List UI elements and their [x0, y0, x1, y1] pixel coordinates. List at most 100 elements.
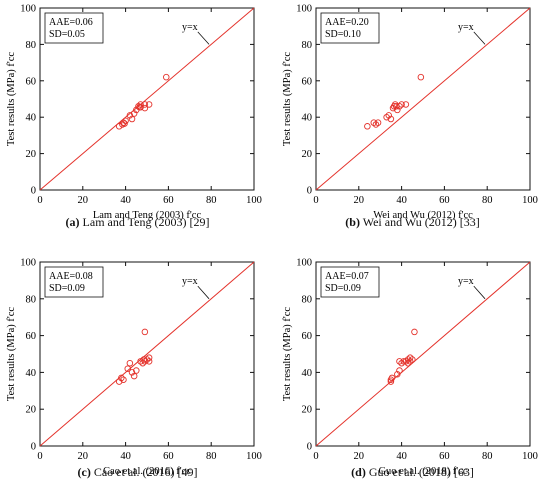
panel-c-caption-text: Cao et al. (2016) [49] — [90, 465, 198, 479]
panel-d-data-point — [387, 378, 395, 385]
chart-panel-b: 0 20 40 60 80 100 0 20 40 60 80 100 y=x AAE=0.20SD=0.… — [282, 4, 538, 222]
panel-d-x-tick-label: 100 — [522, 451, 538, 462]
panel-a-caption: (a) Lam and Teng (2003) [29] — [0, 215, 275, 230]
panel-c-data-point — [133, 367, 140, 374]
panel-b-data-point — [370, 119, 378, 126]
panel-c-data-point — [139, 359, 146, 367]
panel-d-caption: (d) Guo et al. (2018) [63] — [275, 465, 550, 480]
panel-c-x-tick-label: 100 — [246, 451, 262, 462]
panel-c-y-tick-label: 40 — [26, 368, 37, 379]
panel-c-stats-box — [44, 266, 104, 298]
panel-d-data-point — [400, 358, 407, 365]
panel-d-y-tick-label: 80 — [302, 294, 313, 305]
panel-d-data-point — [404, 356, 412, 363]
panel-d-x-tick-label: 80 — [482, 451, 493, 462]
panel-a-data-point — [141, 101, 149, 108]
panel-c-y-tick-label: 60 — [26, 331, 37, 342]
panel-c-reference-label: y=x — [182, 276, 198, 287]
panel-c-data-point — [124, 365, 131, 372]
panel-b-reference-label: y=x — [458, 22, 474, 33]
panel-d-data-point — [404, 359, 412, 367]
panel-d-data-point — [406, 358, 414, 365]
panel-b-data-point — [417, 73, 425, 81]
panel-c-stats-line: AAE=0.08 — [49, 271, 93, 282]
panel-a-y-tick-label: 20 — [26, 149, 37, 160]
panel-d-y-tick-label: 0 — [307, 442, 312, 453]
panel-a-data-point — [115, 123, 123, 130]
panel-d-reference-label: y=x — [458, 276, 474, 287]
panel-a-stats-line: AAE=0.06 — [49, 17, 93, 28]
panel-b-y-tick-label: 100 — [296, 4, 312, 15]
panel-b-x-tick-label: 60 — [439, 195, 450, 206]
panel-a-data-point — [141, 104, 149, 112]
panel-3-y-axis-label: Test results (MPa) f'cc — [282, 307, 293, 402]
panel-c-data-point — [145, 354, 153, 361]
panel-c-data-point — [120, 376, 127, 384]
panel-a-y-tick-label: 0 — [31, 186, 36, 197]
panel-b-stats-line: AAE=0.20 — [325, 17, 369, 28]
panel-a-x-tick-label: 20 — [78, 195, 89, 206]
panel-c-y-tick-label: 100 — [20, 258, 36, 269]
panel-b-caption-text: Wei and Wu (2012) [33] — [359, 215, 480, 229]
panel-a-y-tick-label: 80 — [26, 40, 37, 51]
panel-d-stats-line: SD=0.09 — [325, 283, 361, 294]
panel-a-x-axis-label: Lam and Teng (2003) f'cc — [93, 210, 202, 221]
panel-c-y-tick-label: 80 — [26, 294, 37, 305]
panel-b-y-tick-label: 40 — [302, 113, 313, 124]
panel-a-y-tick-label: 100 — [20, 4, 36, 15]
panel-c-data-point — [145, 358, 153, 365]
panel-b-reference-line — [315, 7, 531, 191]
panel-a-caption-text: Lam and Teng (2003) [29] — [79, 215, 210, 229]
panel-b-caption-letter: (b) — [345, 215, 360, 229]
panel-c-plot-frame — [39, 261, 255, 447]
panel-c-data-point — [118, 374, 125, 382]
panel-d-data-point — [396, 367, 403, 374]
panel-a-data-point — [130, 110, 138, 117]
panel-b-data-point — [364, 123, 371, 130]
panel-c-data-point — [137, 358, 144, 365]
panel-b-reference-leader — [473, 31, 486, 45]
panel-d-data-point — [409, 356, 416, 363]
panel-d-plot-frame — [315, 261, 531, 447]
panel-b-data-point — [387, 115, 395, 123]
panel-c-stats-line: SD=0.09 — [49, 283, 85, 294]
chart-panel-a: 0 20 40 60 80 100 0 20 40 60 80 100 y=x AAE=0.06SD=0.… — [6, 4, 262, 222]
panel-c-x-tick-label: 80 — [206, 451, 217, 462]
panel-d-y-tick-label: 100 — [296, 258, 312, 269]
panel-c-reference-leader — [197, 285, 210, 300]
panel-b-data-point — [383, 113, 390, 121]
panel-b-caption: (b) Wei and Wu (2012) [33] — [275, 215, 550, 230]
panel-b-y-tick-label: 80 — [302, 40, 313, 51]
panel-b-data-point — [394, 106, 401, 114]
panel-d-data-point — [406, 354, 414, 361]
panel-a-x-tick-label: 60 — [163, 195, 174, 206]
panel-c-caption: (c) Cao et al. (2016) [49] — [0, 465, 275, 480]
panel-c-x-axis-label: Cao et al. (2016) f'cc — [103, 466, 191, 477]
panel-d-stats-box — [320, 266, 380, 298]
chart-panel-d: 0 20 40 60 80 100 0 20 40 60 80 100 y=x AAE=0.07SD=0.… — [282, 258, 538, 478]
panel-b-x-tick-label: 40 — [396, 195, 407, 206]
panel-d-data-point — [411, 328, 418, 336]
panel-a-x-tick-label: 40 — [120, 195, 131, 206]
panel-d-y-tick-label: 40 — [302, 368, 313, 379]
panel-d-reference-line — [315, 261, 531, 447]
panel-c-reference-line — [39, 261, 255, 447]
panel-a-reference-leader — [197, 31, 210, 45]
panel-b-data-point — [372, 121, 380, 128]
panel-a-stats-box — [44, 12, 104, 44]
panel-c-data-point — [130, 372, 138, 380]
chart-panel-c: 0 20 40 60 80 100 0 20 40 60 80 100 y=x AAE=0.08SD=0.… — [6, 258, 262, 478]
panel-a-data-point — [120, 119, 127, 126]
panel-a-reference-label: y=x — [182, 22, 198, 33]
panel-a-y-tick-label: 60 — [26, 76, 37, 87]
panel-b-x-tick-label: 0 — [313, 195, 318, 206]
panel-c-x-tick-label: 20 — [78, 451, 89, 462]
panel-b-data-point — [398, 101, 405, 108]
panel-a-data-point — [126, 112, 134, 119]
panel-c-data-point — [128, 369, 136, 376]
panel-d-reference-leader — [473, 285, 486, 300]
panel-c-caption-letter: (c) — [77, 465, 91, 479]
panel-b-plot-frame — [315, 7, 531, 191]
panel-d-data-point — [396, 358, 403, 365]
panel-a-data-point — [145, 101, 153, 108]
